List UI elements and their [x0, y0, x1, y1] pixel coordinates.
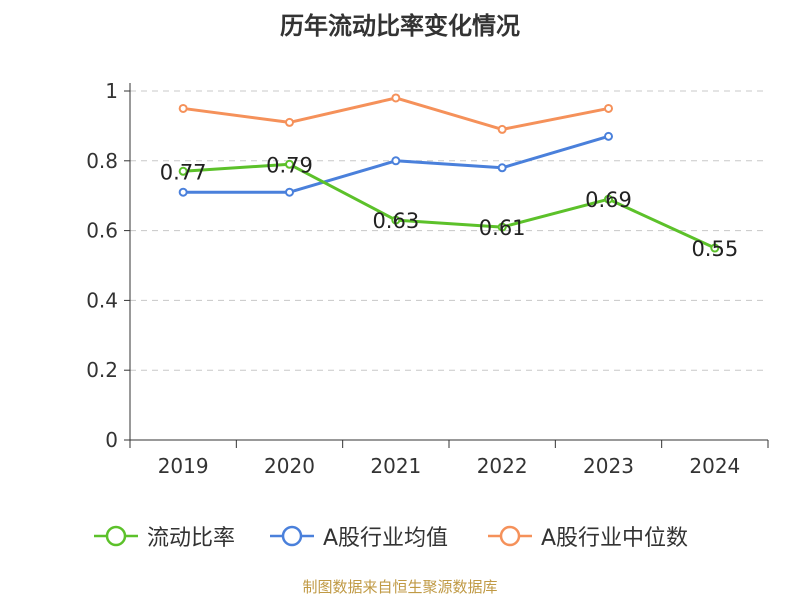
- data-label: 0.61: [479, 216, 526, 240]
- legend-line-icon: [270, 525, 314, 547]
- data-point: [497, 163, 507, 173]
- data-point: [391, 215, 401, 225]
- x-tick-label: 2024: [689, 454, 740, 478]
- y-tick-label: 0.6: [86, 219, 118, 243]
- x-tick-label: 2021: [370, 454, 421, 478]
- data-point: [178, 103, 188, 113]
- legend-item-industry-mean[interactable]: A股行业均值: [269, 518, 448, 554]
- data-point: [604, 131, 613, 141]
- legend-item-current-ratio[interactable]: 流动比率: [93, 518, 235, 554]
- data-point: [604, 103, 613, 113]
- data-label: 0.77: [160, 160, 207, 184]
- data-point: [391, 156, 401, 166]
- legend-label: 流动比率: [147, 526, 236, 551]
- data-point: [710, 243, 720, 253]
- series-line-2: [182, 96, 609, 131]
- y-tick-label: 0.8: [86, 149, 118, 173]
- legend-label: A股行业均值: [323, 526, 449, 551]
- y-tick-label: 0: [105, 428, 118, 452]
- legend-line-icon: [488, 525, 532, 547]
- legend-item-industry-median[interactable]: A股行业中位数: [487, 518, 688, 554]
- data-label: 0.55: [691, 237, 738, 261]
- data-point: [178, 166, 188, 176]
- data-point: [285, 117, 294, 127]
- data-point: [285, 187, 294, 197]
- data-label: 0.69: [585, 188, 632, 212]
- data-point: [391, 93, 401, 103]
- data-point: [178, 187, 188, 197]
- x-tick-label: 2023: [583, 454, 634, 478]
- x-tick-label: 2022: [477, 454, 528, 478]
- legend: 流动比率 A股行业均值 A股行业中位数: [0, 518, 800, 558]
- data-point: [604, 194, 613, 204]
- legend-line-icon: [94, 525, 138, 547]
- y-tick-label: 0.2: [86, 358, 118, 382]
- data-point: [497, 222, 507, 232]
- legend-label: A股行业中位数: [541, 526, 689, 551]
- data-label: 0.79: [266, 153, 313, 177]
- x-tick-label: 2019: [158, 454, 209, 478]
- y-tick-label: 1: [105, 79, 118, 103]
- data-point: [497, 124, 507, 134]
- x-tick-label: 2020: [264, 454, 315, 478]
- data-point: [285, 159, 294, 169]
- y-tick-label: 0.4: [86, 288, 118, 312]
- chart-title: 历年流动比率变化情况: [280, 12, 520, 40]
- line-chart: 0 0.2 0.4 0.6 0.8 1 2019 2020 2021 2022 2023 2024 0.…: [86, 79, 769, 478]
- data-source-note: 制图数据来自恒生聚源数据库: [302, 578, 498, 596]
- series-line-0: [183, 162, 716, 250]
- data-label: 0.63: [372, 209, 419, 233]
